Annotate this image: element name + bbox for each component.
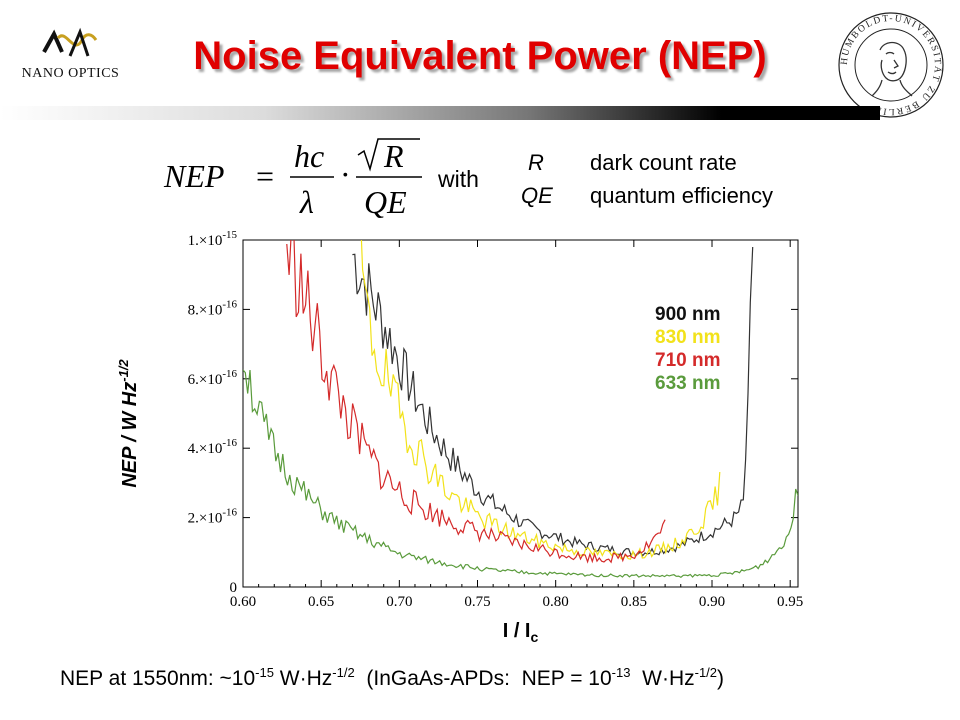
page-title: Noise Equivalent Power (NEP) bbox=[193, 34, 767, 78]
footer-note: NEP at 1550nm: ~10-15 W·Hz-1/2 (InGaAs-A… bbox=[60, 665, 725, 691]
y-tick-label: 6.×10-16 bbox=[188, 368, 238, 388]
legend-entry: 710 nm bbox=[655, 350, 720, 371]
formula-numerator: hc bbox=[294, 138, 324, 174]
formula-radicand: R bbox=[383, 138, 404, 174]
header-rule bbox=[0, 106, 880, 120]
series-line-900-nm bbox=[352, 246, 754, 557]
nep-formula: NEP = hc λ · R QE bbox=[163, 138, 422, 219]
x-tick-label: 0.75 bbox=[464, 594, 490, 610]
x-tick-label: 0.90 bbox=[699, 594, 725, 610]
y-tick-label: 8.×10-16 bbox=[188, 298, 238, 318]
logo-text: NANO OPTICS bbox=[21, 66, 120, 81]
series-line-710-nm bbox=[286, 240, 666, 564]
y-tick-label: 1.×10-15 bbox=[188, 229, 238, 249]
x-tick-label: 0.70 bbox=[386, 594, 412, 610]
x-tick-label: 0.65 bbox=[308, 594, 334, 610]
symbol-qe: QE bbox=[521, 183, 553, 208]
footer-exp-2: -1/2 bbox=[332, 665, 355, 680]
y-tick-label: 0 bbox=[230, 580, 238, 596]
formula-rad-denominator: QE bbox=[364, 184, 407, 219]
definition-qe: quantum efficiency bbox=[590, 183, 774, 208]
footer-text-3: (InGaAs-APDs: NEP = 10 bbox=[354, 667, 612, 690]
formula-denominator: λ bbox=[299, 184, 314, 219]
formula-equals-icon: = bbox=[256, 158, 274, 194]
legend-entry: 633 nm bbox=[655, 373, 720, 394]
sqrt-icon bbox=[357, 138, 420, 172]
footer-exp-1: -15 bbox=[255, 665, 274, 680]
portrait-icon bbox=[871, 41, 913, 97]
legend-entry: 900 nm bbox=[655, 304, 720, 325]
nano-optics-logo: NANO OPTICS bbox=[8, 26, 133, 86]
y-axis-label: NEP / W Hz-1/2 bbox=[116, 359, 141, 488]
x-tick-label: 0.95 bbox=[777, 594, 803, 610]
symbol-r: R bbox=[528, 150, 544, 175]
formula-lhs: NEP bbox=[163, 158, 224, 194]
series-line-633-nm bbox=[243, 369, 798, 579]
with-label: with bbox=[438, 166, 479, 192]
footer-text-1: NEP at 1550nm: ~10 bbox=[60, 667, 256, 690]
footer-exp-3: -13 bbox=[611, 665, 631, 680]
x-axis-label: I / Ic bbox=[503, 620, 539, 645]
footer-text-5: ) bbox=[717, 667, 725, 690]
y-tick-label: 2.×10-16 bbox=[188, 507, 238, 527]
formula-dot-icon: · bbox=[340, 156, 351, 192]
plot-frame bbox=[242, 239, 799, 588]
x-tick-label: 0.80 bbox=[543, 594, 569, 610]
footer-text-2: W·Hz bbox=[273, 667, 333, 690]
footer-exp-4: -1/2 bbox=[694, 665, 718, 680]
nano-optics-logo-mark bbox=[42, 27, 98, 57]
y-tick-label: 4.×10-16 bbox=[188, 437, 238, 457]
nep-chart: 0.60 0.65 0.70 0.75 0.80 0.85 0.90 0.95 0 2.×10-1… bbox=[116, 229, 803, 645]
x-tick-label: 0.85 bbox=[621, 594, 647, 610]
legend-entry: 830 nm bbox=[655, 327, 720, 348]
definition-r: dark count rate bbox=[590, 150, 737, 175]
footer-text-4: W·Hz bbox=[630, 667, 695, 690]
series-line-830-nm bbox=[360, 240, 721, 560]
x-tick-label: 0.60 bbox=[230, 594, 256, 610]
